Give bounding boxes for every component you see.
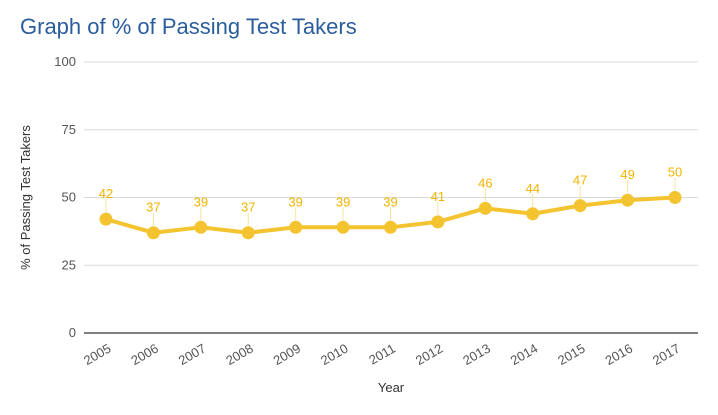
data-label: 39 xyxy=(336,194,350,209)
data-label: 42 xyxy=(99,186,113,201)
y-tick-label: 25 xyxy=(62,257,76,272)
x-axis-label: Year xyxy=(378,380,405,395)
data-point xyxy=(336,220,350,234)
data-label: 46 xyxy=(478,175,492,190)
data-label: 47 xyxy=(573,173,587,188)
data-labels: 42 37 39 37 39 39 39 41 46 44 47 49 50 xyxy=(99,165,682,226)
x-tick-label: 2006 xyxy=(128,341,161,368)
y-axis-ticks: 0 25 50 75 100 xyxy=(54,54,76,340)
data-point xyxy=(621,193,635,207)
y-tick-label: 50 xyxy=(62,190,76,205)
x-tick-label: 2011 xyxy=(366,341,398,368)
data-point xyxy=(526,207,540,221)
data-label: 41 xyxy=(431,189,445,204)
x-tick-label: 2015 xyxy=(555,341,588,368)
x-tick-label: 2013 xyxy=(460,341,493,368)
x-tick-label: 2014 xyxy=(508,341,541,368)
data-point xyxy=(146,226,160,240)
data-point xyxy=(478,201,492,215)
y-tick-label: 100 xyxy=(54,54,76,69)
data-point xyxy=(668,191,682,204)
y-axis-label: % of Passing Test Takers xyxy=(18,125,33,270)
data-label: 39 xyxy=(383,194,397,209)
data-label: 37 xyxy=(146,200,160,215)
gridlines xyxy=(84,61,698,334)
data-label: 44 xyxy=(526,181,540,196)
x-tick-label: 2005 xyxy=(81,341,114,368)
data-label: 37 xyxy=(241,200,255,215)
x-axis-ticks: 2005 2006 2007 2008 2009 2010 2011 2012 2013 2014… xyxy=(81,341,683,368)
data-point xyxy=(573,199,587,213)
data-point xyxy=(289,220,303,234)
chart-title: Graph of % of Passing Test Takers xyxy=(20,14,357,39)
data-label: 50 xyxy=(668,165,682,180)
data-point xyxy=(99,212,113,226)
x-tick-label: 2008 xyxy=(223,341,256,368)
x-tick-label: 2007 xyxy=(176,341,209,368)
data-label: 39 xyxy=(288,194,302,209)
data-point xyxy=(241,226,255,240)
x-tick-label: 2017 xyxy=(650,341,683,368)
x-tick-label: 2016 xyxy=(603,341,636,368)
y-tick-label: 75 xyxy=(62,122,76,137)
x-tick-label: 2012 xyxy=(413,341,446,368)
data-label: 39 xyxy=(194,194,208,209)
data-label: 49 xyxy=(620,167,634,182)
x-tick-label: 2010 xyxy=(318,341,351,368)
data-point xyxy=(384,220,397,234)
data-point xyxy=(431,215,445,229)
x-tick-label: 2009 xyxy=(271,341,304,368)
data-points xyxy=(99,191,682,240)
data-point xyxy=(194,220,208,234)
y-tick-label: 0 xyxy=(69,325,76,340)
